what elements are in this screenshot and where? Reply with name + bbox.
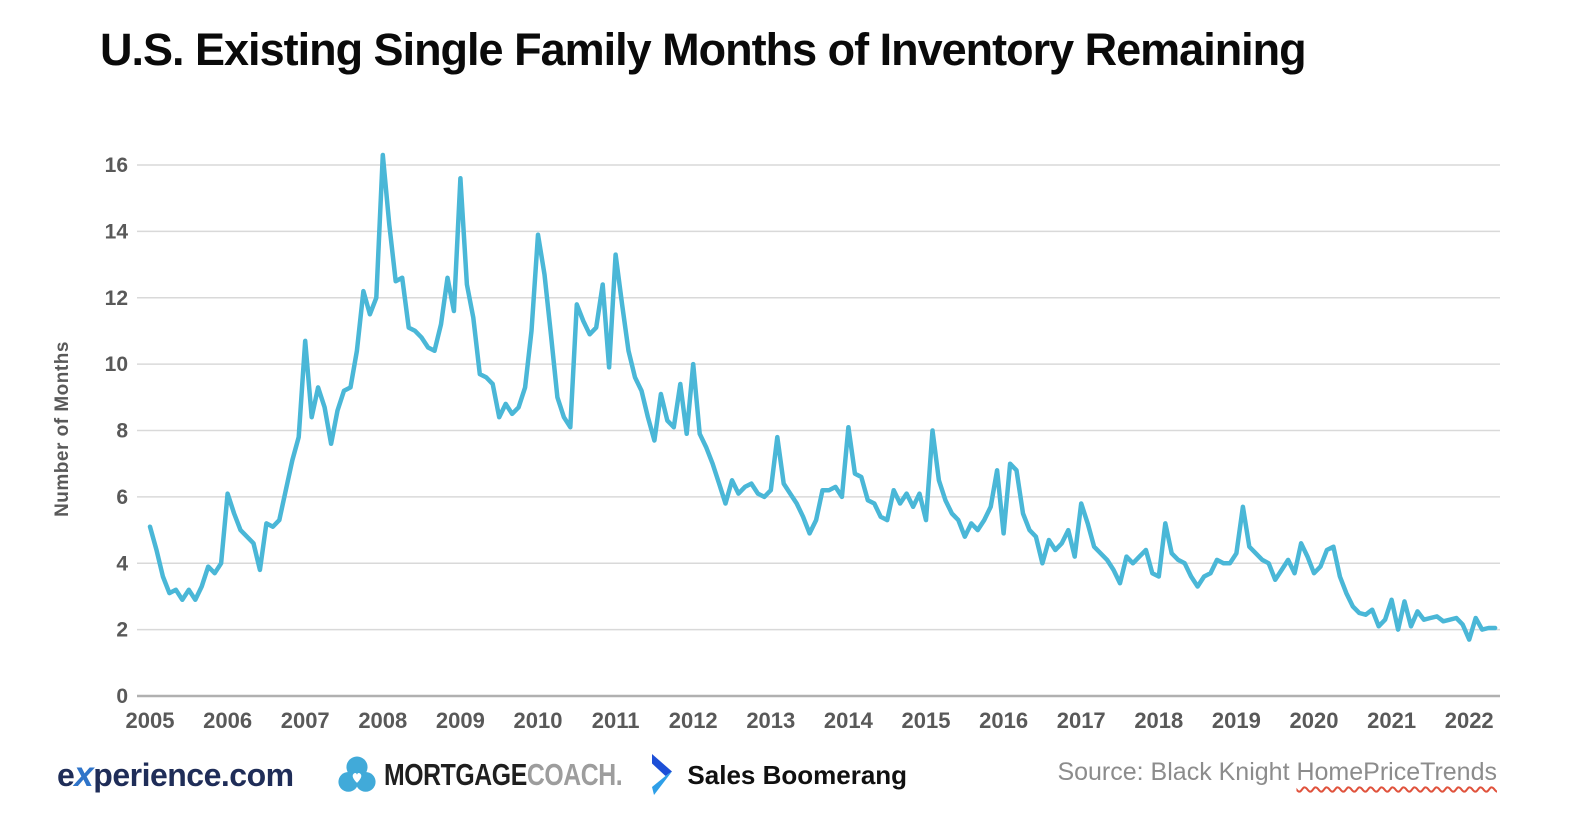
mortgagecoach-text-mortgage: MORTGAGE <box>383 757 527 792</box>
source-homepricetrends: HomePriceTrends <box>1296 758 1497 786</box>
mortgagecoach-logo: MORTGAGECOACH. <box>338 756 682 794</box>
x-tick-label: 2019 <box>1212 708 1261 733</box>
x-tick-label: 2007 <box>281 708 330 733</box>
x-tick-label: 2008 <box>358 708 407 733</box>
y-tick-label: 6 <box>116 486 128 509</box>
salesboomerang-boomerang-icon <box>652 754 673 795</box>
x-tick-label: 2017 <box>1057 708 1106 733</box>
footer: experience.com MORTGAGECOACH. Sales Boom… <box>0 744 1578 814</box>
y-tick-label: 4 <box>116 552 128 575</box>
source-attribution: Source: Black Knight HomePriceTrends <box>1057 758 1497 787</box>
x-tick-label: 2016 <box>979 708 1028 733</box>
x-tick-label: 2015 <box>902 708 951 733</box>
x-tick-label: 2006 <box>203 708 252 733</box>
x-tick-label: 2005 <box>126 708 175 733</box>
x-tick-label: 2020 <box>1290 708 1339 733</box>
y-tick-label: 16 <box>105 154 128 177</box>
x-tick-label: 2009 <box>436 708 485 733</box>
y-tick-label: 8 <box>116 420 128 443</box>
experience-logo-text-post: perience.com <box>93 757 294 793</box>
salesboomerang-logo: Sales Boomerang <box>651 754 907 796</box>
experience-logo-x-mark: x <box>74 755 94 794</box>
plot-area: 0 2 4 6 8 10 12 14 16 2005 2006 2007 2008 2009 2010 201… <box>105 152 1500 733</box>
y-tick-label: 0 <box>116 685 128 708</box>
experience-logo-text-pre: e <box>57 757 75 793</box>
mortgagecoach-logo-text: MORTGAGECOACH. <box>383 757 623 793</box>
x-tick-label: 2012 <box>669 708 718 733</box>
chart-title: U.S. Existing Single Family Months of In… <box>100 24 1307 75</box>
mortgagecoach-clover-icon <box>338 756 376 792</box>
y-tick-label: 10 <box>105 353 128 376</box>
x-tick-label: 2018 <box>1134 708 1183 733</box>
salesboomerang-logo-text: Sales Boomerang <box>687 759 908 790</box>
inventory-line <box>147 152 1498 642</box>
x-tick-label: 2013 <box>746 708 795 733</box>
x-tick-label: 2010 <box>514 708 563 733</box>
logo-row: experience.com MORTGAGECOACH. Sales Boom… <box>57 754 907 796</box>
y-tick-label: 14 <box>105 220 129 243</box>
x-tick-label: 2021 <box>1367 708 1416 733</box>
x-tick-label: 2022 <box>1445 708 1494 733</box>
y-tick-label: 12 <box>105 287 128 310</box>
experience-logo: experience.com <box>57 755 294 795</box>
x-tick-label: 2014 <box>824 708 874 733</box>
x-tick-label: 2011 <box>592 708 640 733</box>
y-tick-label: 2 <box>116 619 128 642</box>
mortgagecoach-text-coach: COACH. <box>526 757 622 792</box>
source-prefix: Source: Black Knight <box>1057 758 1297 786</box>
